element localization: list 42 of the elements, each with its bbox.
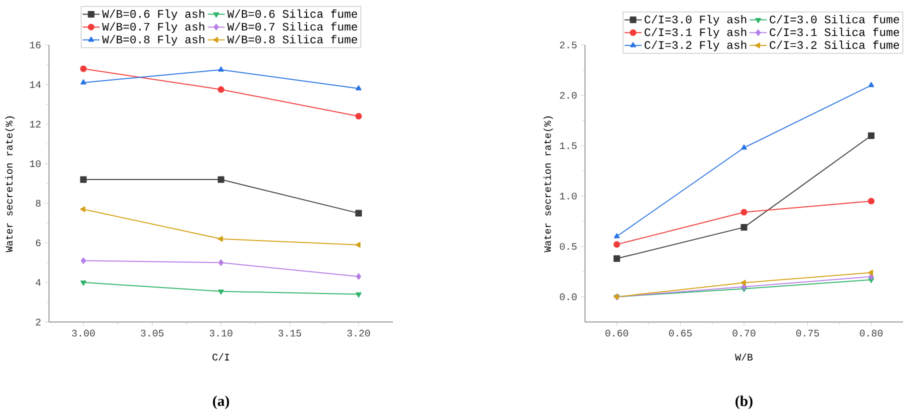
legend-label: C/I=3.2 Silica fume (770, 40, 900, 49)
x-tick-label: 0.80 (860, 330, 883, 337)
x-tick-label: 0.75 (796, 330, 819, 337)
y-tick-label: 10 (30, 160, 41, 168)
y-tick-label: 14 (30, 81, 41, 88)
text: (b) (736, 396, 752, 410)
x-axis-title: W/B (735, 353, 753, 361)
y-tick-label: 1.0 (560, 192, 577, 200)
y-tick-label: 8 (36, 200, 41, 207)
legend-label: C/I=3.0 Fly ash (644, 14, 746, 26)
y-tick-label: 16 (30, 42, 41, 48)
x-tick-label: 3.10 (210, 330, 232, 337)
x-tick-label: 3.00 (72, 330, 95, 337)
x-tick-label: 3.05 (140, 330, 164, 337)
legend-label: W/B=0.7 Silica fume (227, 22, 358, 31)
y-tick-label: 2.5 (560, 42, 577, 48)
legend-label: W/B=0.8 Fly ash (102, 34, 204, 46)
y-tick-label: 0.5 (560, 243, 577, 250)
y-axis-title: Water secretion rate(%) (544, 116, 553, 252)
text: (a) (212, 396, 230, 410)
legend-label: C/I=3.1 Silica fume (770, 28, 900, 36)
y-tick-label: 6 (36, 239, 41, 246)
y-tick-label: 12 (30, 120, 41, 128)
y-tick-label: 2 (36, 318, 41, 326)
y-tick-label: 0.0 (560, 293, 577, 300)
legend-label: W/B=0.7 Fly ash (102, 22, 204, 33)
x-axis-title: C/I (212, 353, 229, 361)
y-tick-label: 4 (36, 279, 41, 286)
legend-label: C/I=3.1 Fly ash (644, 28, 746, 38)
x-tick-label: 0.65 (669, 330, 692, 337)
legend-label: C/I=3.2 Fly ash (644, 40, 746, 52)
x-tick-label: 3.20 (347, 330, 370, 337)
x-tick-label: 0.70 (732, 330, 756, 337)
y-axis-title: Water secretion rate(%) (5, 116, 15, 252)
legend-label: W/B=0.8 Silica fume (227, 34, 358, 44)
legend-label: W/B=0.6 Silica fume (227, 9, 358, 18)
legend-label: C/I=3.0 Silica fume (770, 14, 900, 24)
y-tick-label: 1.5 (560, 142, 577, 150)
y-tick-label: 2.0 (560, 92, 577, 99)
legend-label: W/B=0.6 Fly ash (102, 9, 204, 20)
x-tick-label: 0.60 (605, 330, 628, 337)
x-tick-label: 3.15 (278, 330, 302, 337)
